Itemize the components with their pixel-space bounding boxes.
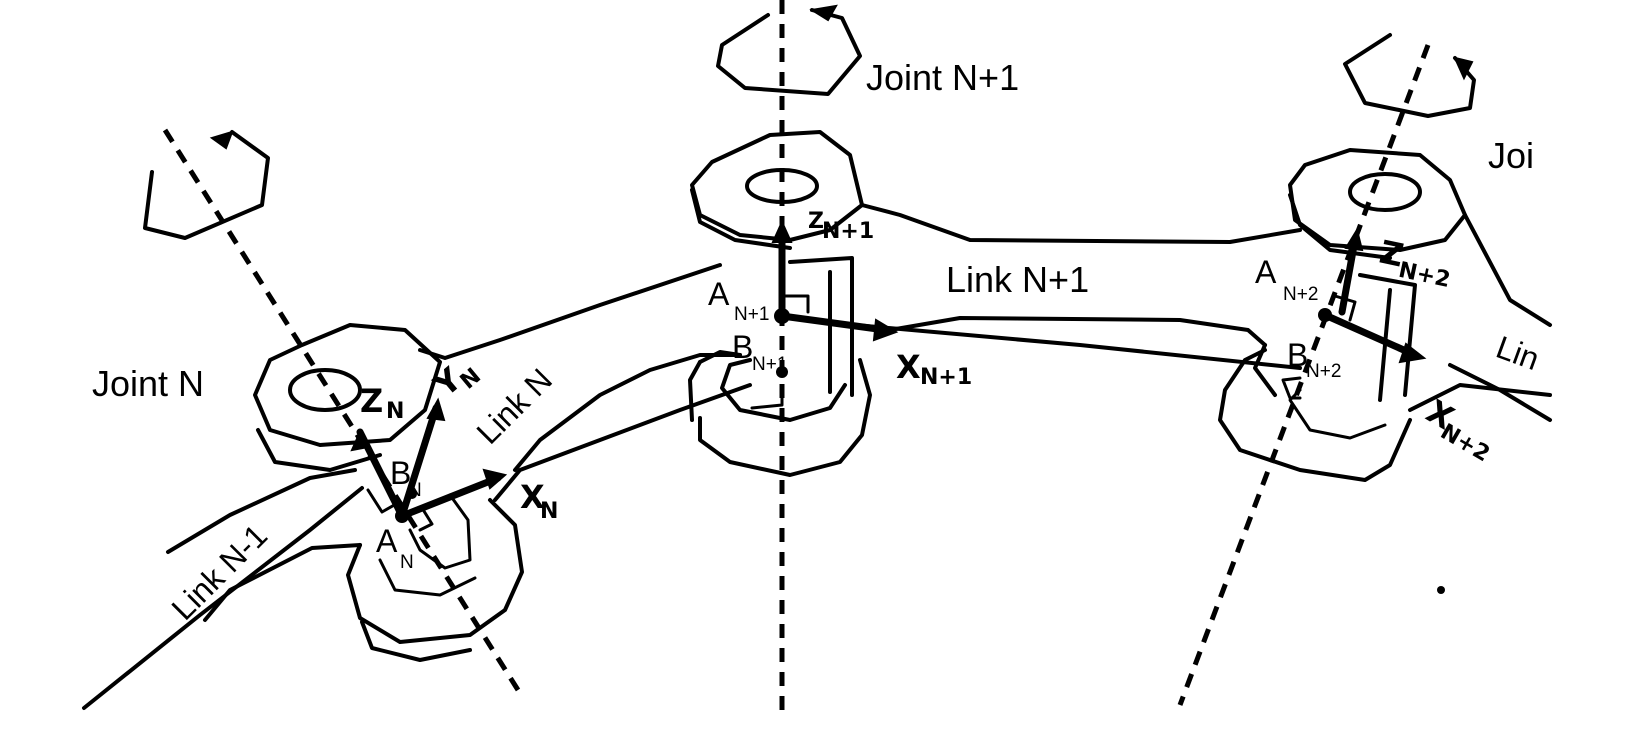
svg-text:N: N <box>540 499 558 524</box>
right-angle-n2-frame <box>1333 294 1357 322</box>
right-angle-n1-lower <box>750 388 784 410</box>
frame-n2 <box>1281 227 1427 400</box>
x-n1-label: X N+1 <box>896 348 972 390</box>
svg-text:A: A <box>708 276 730 312</box>
svg-text:N: N <box>408 480 422 501</box>
link-n1-label: Link N+1 <box>946 259 1089 300</box>
right-angle-n1 <box>366 488 398 514</box>
point-b-n-label: B N <box>390 455 422 501</box>
right-angle-n2 <box>418 506 434 532</box>
svg-text:B: B <box>732 329 753 365</box>
right-angle-n1-frame <box>780 294 810 314</box>
svg-text:N+1: N+1 <box>920 365 972 390</box>
link-n-inner-edge <box>493 383 752 502</box>
link-n2-label: Lin <box>1492 329 1544 377</box>
point-b-n1-label: B N+1 <box>732 329 787 375</box>
joint-n1-rotation-arrow <box>716 4 862 96</box>
svg-text:B: B <box>1287 337 1308 373</box>
link-n1-body <box>853 316 1302 370</box>
svg-text:N+2: N+2 <box>1436 419 1494 467</box>
stray-dot <box>1437 586 1445 594</box>
svg-text:N+1: N+1 <box>734 304 769 325</box>
svg-text:N+2: N+2 <box>1283 284 1318 305</box>
point-a-n2-label: A N+2 <box>1255 254 1318 305</box>
svg-text:N+2: N+2 <box>1306 361 1341 382</box>
x-n1-vector <box>778 312 889 334</box>
joint-n-body <box>203 263 722 662</box>
svg-text:A: A <box>376 523 398 559</box>
svg-text:X: X <box>896 348 921 386</box>
link-n-minus-1-body <box>82 468 364 710</box>
frame-n1 <box>750 219 899 410</box>
svg-text:B: B <box>390 455 411 491</box>
link-n-lower-edge <box>513 353 742 472</box>
svg-text:N: N <box>400 552 414 573</box>
joint-n1-body <box>688 130 1302 477</box>
point-b-n2-label: B N+2 <box>1287 337 1341 382</box>
x-n-label: X N <box>520 478 558 524</box>
joint-n2-body <box>1218 148 1552 482</box>
svg-text:Z: Z <box>360 382 383 420</box>
joint-n2-label: Joi <box>1488 135 1534 176</box>
joint-n-label: Joint N <box>92 363 204 404</box>
svg-text:X: X <box>520 478 545 516</box>
z-n1-label: Z N+1 <box>808 209 874 244</box>
frame-n <box>350 397 508 532</box>
z-n-label: Z N <box>360 382 404 424</box>
x-n2-vector <box>1321 311 1419 359</box>
svg-text:N+1: N+1 <box>752 354 787 375</box>
x-n-vector <box>398 474 502 520</box>
joint-n-rotation-arrow <box>143 130 270 240</box>
svg-text:N+2: N+2 <box>1396 258 1452 293</box>
joint-n2-rotation-arrow <box>1343 33 1476 118</box>
joint-n2-axis <box>1177 44 1431 706</box>
svg-text:A: A <box>1255 254 1277 290</box>
point-a-n-label: A N <box>376 523 414 573</box>
y-n-vector <box>398 404 440 520</box>
svg-text:N+1: N+1 <box>822 219 874 244</box>
point-a-n1-label: A N+1 <box>708 276 769 325</box>
svg-text:Z: Z <box>808 209 824 234</box>
x-n2-label: X N+2 <box>1420 392 1494 467</box>
joint-n1-label: Joint N+1 <box>866 57 1019 98</box>
svg-text:N: N <box>386 399 404 424</box>
